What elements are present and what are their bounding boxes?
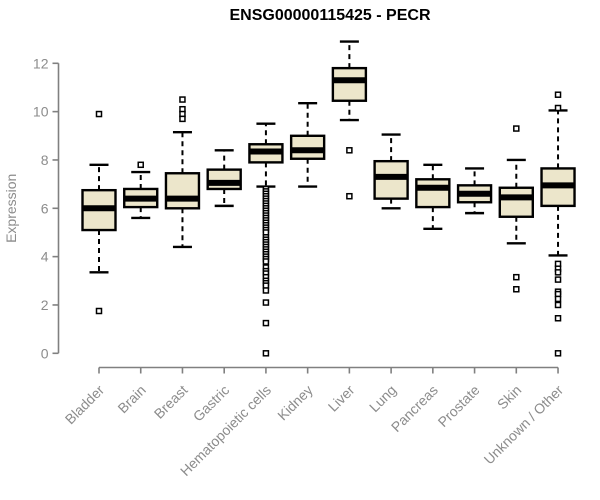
x-category-label: Liver xyxy=(325,382,358,415)
outlier-point xyxy=(262,350,270,357)
boxplot-kidney xyxy=(289,101,326,188)
boxplot-prostate xyxy=(456,167,493,215)
outlier-point xyxy=(554,350,562,357)
x-category-label: Prostate xyxy=(435,382,483,430)
y-tick-label: 6 xyxy=(41,200,49,216)
y-tick-label: 4 xyxy=(41,249,49,265)
iqr-box xyxy=(373,159,409,200)
boxplot-unknown-other xyxy=(540,91,576,357)
iqr-box xyxy=(206,168,242,191)
outlier-point xyxy=(262,287,270,294)
outlier-point xyxy=(554,315,562,322)
outlier-point xyxy=(179,96,186,103)
iqr-box xyxy=(289,134,326,160)
outlier-point xyxy=(95,307,103,315)
outlier-point xyxy=(346,192,353,200)
x-category-label: Brain xyxy=(114,382,148,416)
outlier-point xyxy=(95,110,103,118)
outlier-point xyxy=(513,286,520,293)
x-category-label: Breast xyxy=(151,382,191,422)
outlier-point xyxy=(554,295,562,303)
iqr-box xyxy=(331,66,368,102)
y-tick-label: 10 xyxy=(33,104,49,120)
outlier-point xyxy=(346,147,353,154)
y-axis-title: Expression xyxy=(3,174,19,243)
y-tick-label: 2 xyxy=(41,297,49,313)
outlier-point xyxy=(262,258,270,265)
iqr-box xyxy=(164,172,201,210)
x-category-label: Skin xyxy=(494,382,525,413)
y-tick-label: 8 xyxy=(41,152,49,168)
outlier-point xyxy=(137,161,144,169)
boxplot-bladder xyxy=(81,110,117,315)
outlier-point xyxy=(179,115,186,123)
boxplot-pancreas xyxy=(415,163,451,231)
boxplot-breast xyxy=(164,96,201,249)
outlier-point xyxy=(262,319,270,327)
outlier-point xyxy=(554,276,562,283)
outlier-point xyxy=(554,269,562,276)
x-category-label: Bladder xyxy=(62,382,108,428)
outlier-point xyxy=(554,104,562,112)
outlier-point xyxy=(513,125,520,132)
boxplot-gastric xyxy=(206,149,242,208)
chart-title: ENSG00000115425 - PECR xyxy=(229,7,431,24)
y-axis: 0 2 4 6 8 10 12 Expression xyxy=(3,55,60,361)
x-category-label: Kidney xyxy=(274,382,316,424)
boxplot-liver xyxy=(331,40,368,200)
outlier-point xyxy=(513,273,520,281)
x-category-label: Unknown / Other xyxy=(481,382,567,468)
outlier-point xyxy=(262,299,270,306)
y-tick-label: 12 xyxy=(33,55,49,71)
y-tick-label: 0 xyxy=(41,345,49,361)
outlier-point xyxy=(554,91,562,98)
boxplot-hematopoietic-cells xyxy=(248,122,284,357)
x-category-label: Lung xyxy=(366,382,399,415)
iqr-box xyxy=(415,178,451,209)
iqr-box xyxy=(498,186,534,218)
outlier-point xyxy=(554,301,562,309)
boxplot-lung xyxy=(373,133,409,210)
boxplot-brain xyxy=(123,161,159,220)
boxplot-skin xyxy=(498,125,534,293)
